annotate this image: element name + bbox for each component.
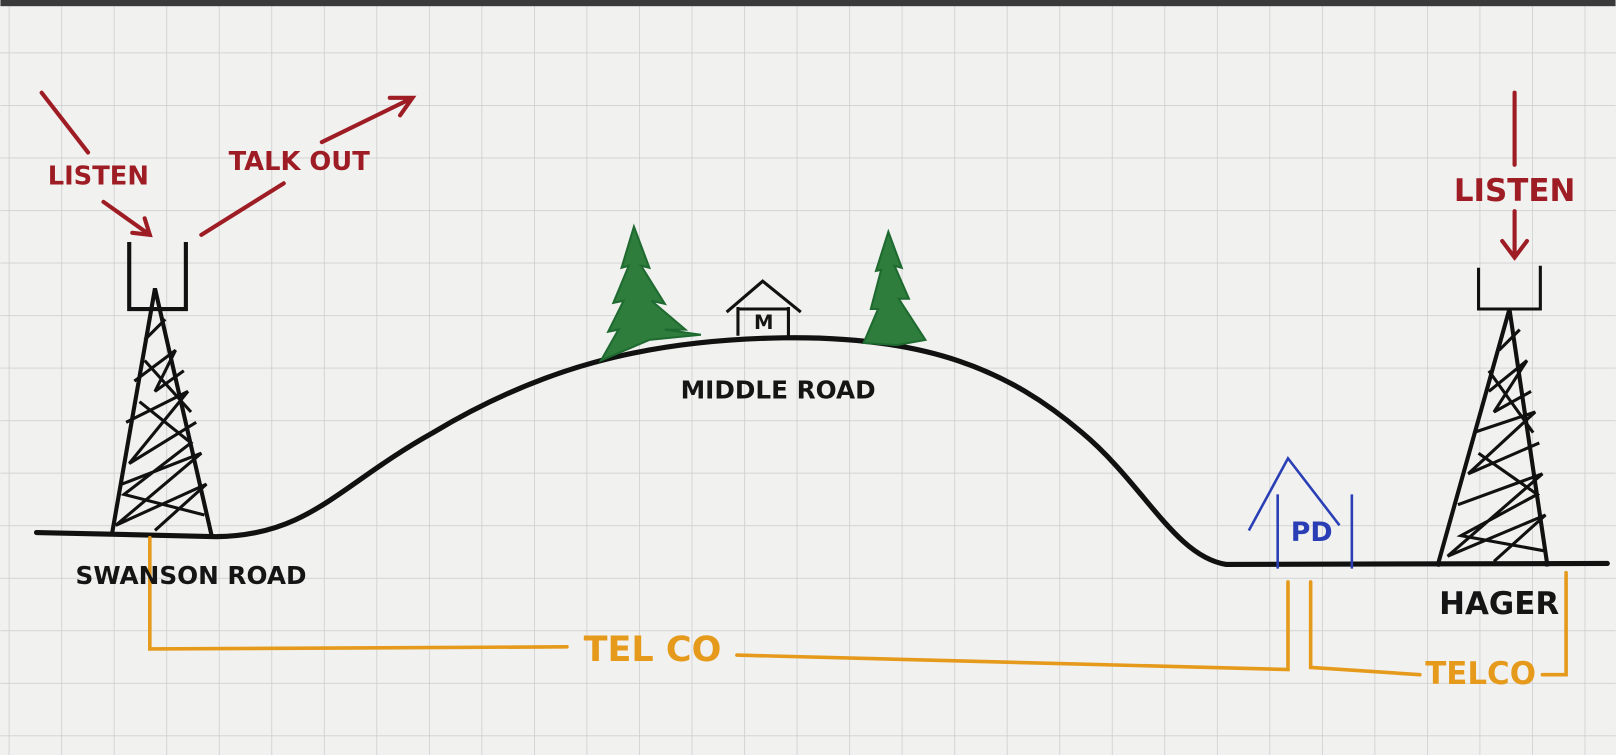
site-label: HAGER — [1439, 586, 1559, 622]
talk-out-label: TALK OUT — [229, 147, 371, 177]
listen-label: LISTEN — [48, 162, 149, 192]
listen-label: LISTEN — [1454, 173, 1575, 209]
site-label: SWANSON ROAD — [76, 561, 307, 590]
site-label: MIDDLE ROAD — [681, 375, 876, 404]
building-label: PD — [1291, 517, 1333, 548]
building-label: M — [754, 311, 773, 334]
top-edge — [0, 0, 1615, 6]
telco-label: TELCO — [1425, 656, 1536, 692]
diagram: M PD LISTEN TALK OUT LISTEN MIDDLE ROAD … — [0, 0, 1616, 755]
telco-label: TEL CO — [584, 629, 722, 670]
